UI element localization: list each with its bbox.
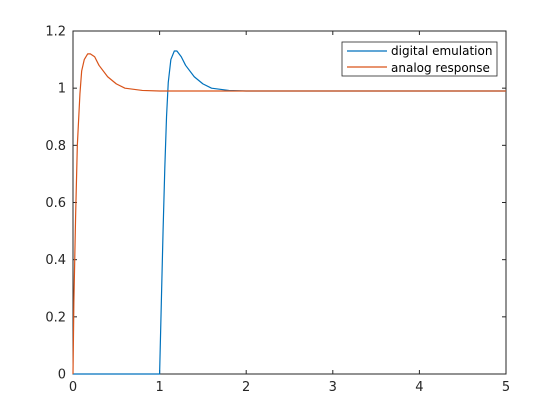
legend-label-digital-emulation: digital emulation bbox=[391, 44, 492, 58]
y-axis-ticks: 0 0.2 0.4 0.6 0.8 1 1.2 bbox=[45, 25, 506, 383]
legend-label-analog-response: analog response bbox=[391, 61, 490, 75]
x-tick-label: 0 bbox=[69, 380, 77, 395]
y-tick-label: 0.4 bbox=[45, 253, 66, 268]
y-tick-label: 1.2 bbox=[45, 25, 66, 40]
y-tick-label: 0.8 bbox=[45, 139, 66, 154]
x-tick-label: 5 bbox=[502, 380, 510, 395]
series-lines bbox=[72, 50, 506, 375]
legend-box bbox=[341, 41, 498, 77]
x-tick-label: 2 bbox=[242, 380, 250, 395]
x-axis-ticks: 0 1 2 3 4 5 bbox=[69, 31, 510, 395]
plot-area bbox=[72, 30, 507, 375]
series-line-analog-response bbox=[72, 53, 506, 375]
y-tick-label: 0.2 bbox=[45, 310, 66, 325]
x-tick-label: 4 bbox=[415, 380, 423, 395]
y-tick-label: 1 bbox=[58, 82, 66, 97]
legend: digital emulation analog response bbox=[341, 41, 498, 77]
x-tick-label: 3 bbox=[329, 380, 337, 395]
y-tick-label: 0.6 bbox=[45, 196, 66, 211]
y-tick-label: 0 bbox=[58, 368, 66, 383]
x-tick-label: 1 bbox=[155, 380, 163, 395]
